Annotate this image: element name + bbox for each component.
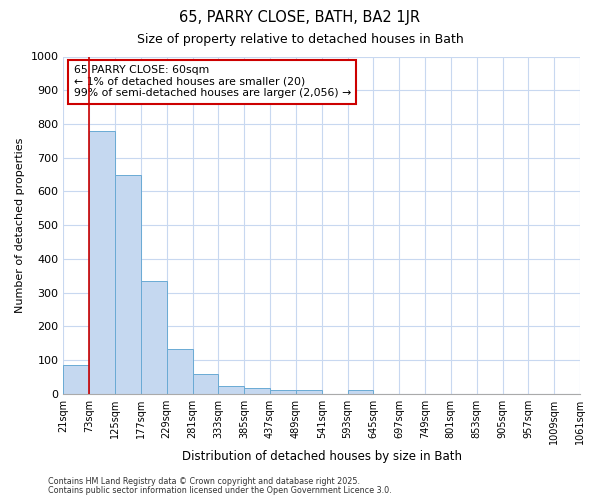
Bar — [218, 386, 244, 394]
Text: Contains HM Land Registry data © Crown copyright and database right 2025.: Contains HM Land Registry data © Crown c… — [48, 477, 360, 486]
Bar — [115, 175, 141, 394]
Text: 65, PARRY CLOSE, BATH, BA2 1JR: 65, PARRY CLOSE, BATH, BA2 1JR — [179, 10, 421, 25]
X-axis label: Distribution of detached houses by size in Bath: Distribution of detached houses by size … — [182, 450, 462, 462]
Bar — [270, 390, 296, 394]
Bar — [64, 365, 89, 394]
Text: 65 PARRY CLOSE: 60sqm
← 1% of detached houses are smaller (20)
99% of semi-detac: 65 PARRY CLOSE: 60sqm ← 1% of detached h… — [74, 65, 351, 98]
Bar — [89, 130, 115, 394]
Bar — [167, 349, 193, 394]
Y-axis label: Number of detached properties: Number of detached properties — [15, 138, 25, 313]
Bar — [347, 390, 373, 394]
Text: Contains public sector information licensed under the Open Government Licence 3.: Contains public sector information licen… — [48, 486, 392, 495]
Bar — [193, 374, 218, 394]
Bar — [296, 390, 322, 394]
Bar — [244, 388, 270, 394]
Bar — [141, 281, 167, 394]
Text: Size of property relative to detached houses in Bath: Size of property relative to detached ho… — [137, 32, 463, 46]
